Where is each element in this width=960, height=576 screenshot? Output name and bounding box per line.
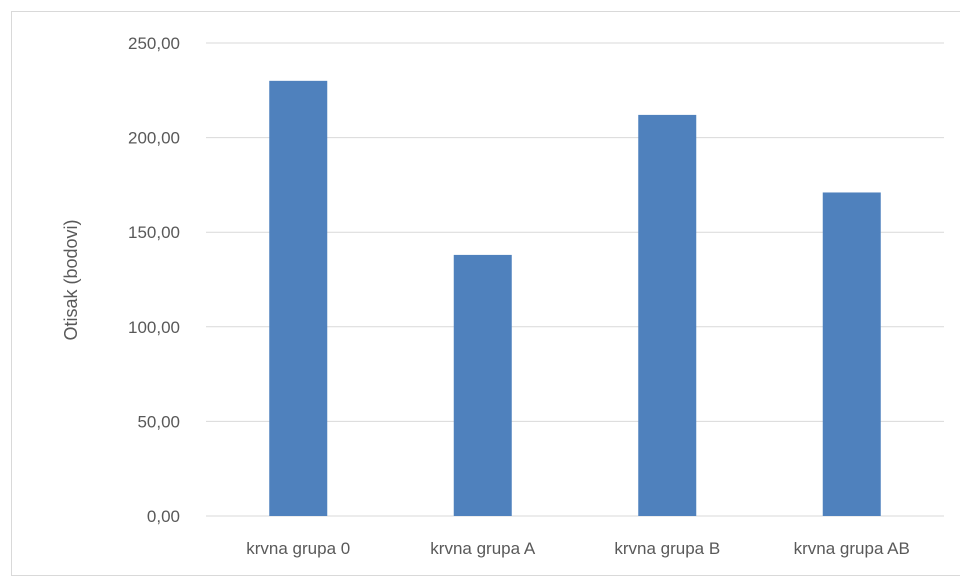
y-tick-label: 0,00 xyxy=(147,507,180,526)
y-tick-label: 250,00 xyxy=(128,34,180,53)
x-tick-label: krvna grupa A xyxy=(430,539,536,558)
x-axis-ticks: krvna grupa 0 krvna grupa A krvna grupa B k… xyxy=(246,539,910,558)
x-tick-label: krvna grupa B xyxy=(614,539,720,558)
bar xyxy=(269,80,328,516)
gridlines xyxy=(206,42,944,517)
x-tick-label: krvna grupa 0 xyxy=(246,539,350,558)
y-tick-label: 100,00 xyxy=(128,318,180,337)
y-tick-label: 50,00 xyxy=(137,412,180,431)
y-tick-label: 150,00 xyxy=(128,223,180,242)
y-tick-label: 200,00 xyxy=(128,129,180,148)
bar xyxy=(638,114,697,517)
bar xyxy=(822,192,881,516)
y-axis-title: Otisak (bodovi) xyxy=(61,219,81,340)
y-axis-ticks: 0,00 50,00 100,00 150,00 200,00 250,00 xyxy=(128,34,180,526)
bar xyxy=(453,254,512,517)
bars xyxy=(269,80,881,517)
x-tick-label: krvna grupa AB xyxy=(794,539,910,558)
